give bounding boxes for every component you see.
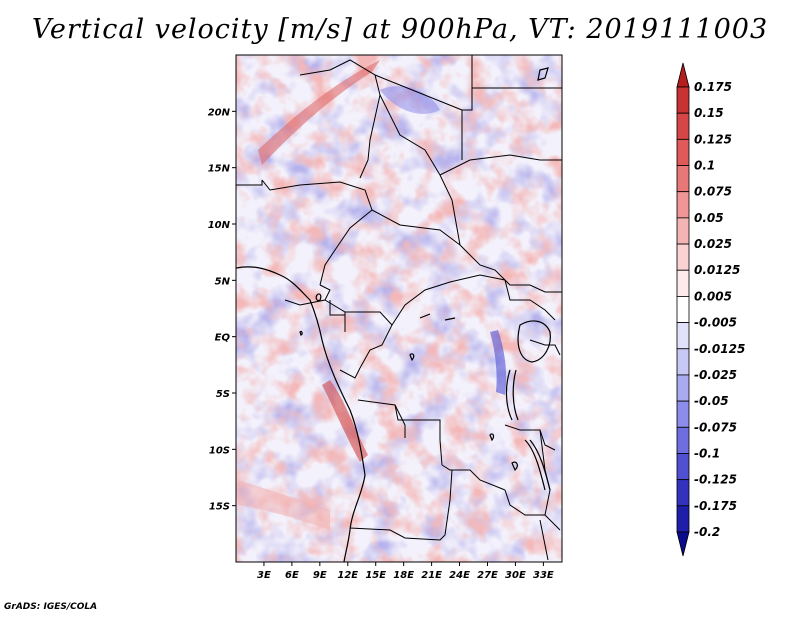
coastlines-and-lakes (236, 67, 551, 562)
colorbar-box (676, 426, 690, 454)
country-boundaries (236, 55, 562, 561)
colorbar-label: -0.0125 (694, 342, 745, 356)
colorbar-box (676, 138, 690, 166)
lat-tick-label: 10N (208, 220, 231, 231)
lat-tick-label: 15S (209, 502, 230, 513)
colorbar-label: 0.005 (694, 289, 732, 303)
colorbar-box (676, 453, 690, 481)
colorbar-label: -0.025 (694, 368, 737, 382)
lon-tick-label: 30E (505, 570, 526, 581)
colorbar-box (676, 479, 690, 507)
colorbar-box (676, 243, 690, 271)
lat-tick-label: 10S (209, 445, 230, 456)
chart-title: Vertical velocity [m/s] at 900hPa, VT: 2… (31, 14, 769, 45)
colorbar-box (676, 112, 690, 140)
colorbar-box (676, 505, 690, 533)
colorbar-label: -0.005 (694, 316, 737, 330)
colorbar-box (676, 348, 690, 376)
lat-tick-label: 20N (208, 107, 231, 118)
colorbar-top-triangle (676, 62, 690, 88)
colorbar-label: -0.125 (694, 473, 737, 487)
colorbar-label: -0.2 (694, 525, 720, 539)
colorbar-bottom-triangle (676, 531, 690, 557)
lon-tick-label: 9E (313, 570, 327, 581)
lat-tick-label: EQ (215, 333, 231, 344)
lat-tick-label: 5N (215, 276, 231, 287)
colorbar-label: -0.175 (694, 499, 737, 513)
colorbar-label: 0.1 (694, 159, 715, 173)
colorbar-label: -0.05 (694, 394, 729, 408)
lat-tick-label: 5S (216, 389, 230, 400)
colorbar-box (676, 165, 690, 193)
colorbar-box (676, 86, 690, 114)
colorbar-box (676, 400, 690, 428)
colorbar-label: 0.075 (694, 185, 732, 199)
lon-tick-label: 21E (421, 570, 442, 581)
latitude-axis: 20N 15N 10N 5N EQ 5S 10S 15S (208, 107, 236, 513)
lon-tick-label: 3E (257, 570, 271, 581)
longitude-axis: 3E 6E 9E 12E 15E 18E 21E 24E 27E 30E 33E (257, 562, 554, 581)
grads-credit: GrADS: IGES/COLA (4, 602, 98, 612)
lon-tick-label: 27E (477, 570, 498, 581)
lon-tick-label: 12E (337, 570, 358, 581)
colorbar-label: 0.0125 (694, 263, 740, 277)
colorbar-label: 0.15 (694, 106, 724, 120)
colorbar: 0.175 0.15 0.125 0.1 0.075 0.05 0.025 0.0125 0.0… (676, 62, 745, 557)
colorbar-label: -0.1 (694, 446, 720, 460)
lon-tick-label: 15E (365, 570, 386, 581)
colorbar-label: -0.075 (694, 420, 737, 434)
lon-tick-label: 24E (449, 570, 470, 581)
colorbar-box (676, 296, 690, 323)
lon-tick-label: 18E (393, 570, 414, 581)
colorbar-box (676, 374, 690, 402)
colorbar-box (676, 322, 690, 350)
colorbar-box (676, 217, 690, 245)
colorbar-box (676, 191, 690, 219)
map-frame (235, 54, 563, 563)
lat-tick-label: 15N (208, 164, 231, 175)
colorbar-box (676, 269, 690, 297)
colorbar-label: 0.175 (694, 80, 732, 94)
lon-tick-label: 6E (285, 570, 299, 581)
colorbar-label: 0.05 (694, 211, 724, 225)
colorbar-label: 0.125 (694, 132, 732, 146)
lon-tick-label: 33E (533, 570, 554, 581)
colorbar-label: 0.025 (694, 237, 732, 251)
vertical-velocity-field (236, 55, 562, 562)
